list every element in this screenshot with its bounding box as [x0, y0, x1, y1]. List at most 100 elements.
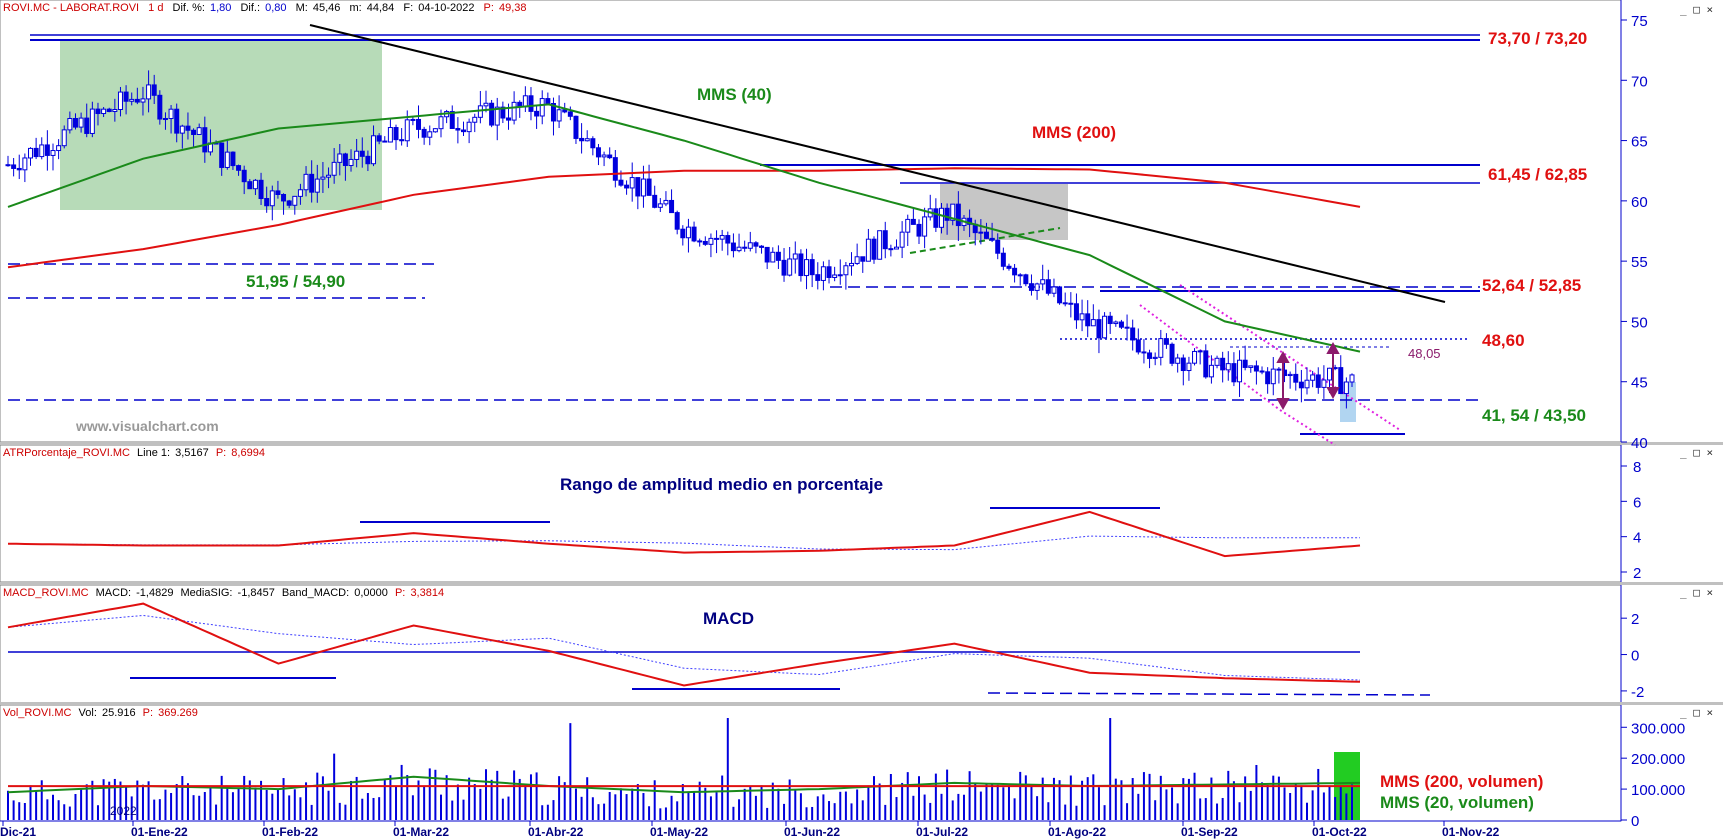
candle — [826, 259, 832, 284]
panel-separator[interactable] — [0, 582, 1723, 585]
macd-panel[interactable] — [0, 584, 1622, 704]
candle — [1231, 352, 1237, 387]
candle — [646, 164, 652, 196]
price-y-axis[interactable]: 75 70 65 60 55 50 45 40 — [1621, 13, 1648, 452]
candle — [528, 87, 534, 121]
panel-separator[interactable] — [0, 442, 1723, 445]
candle — [798, 249, 804, 282]
candle — [983, 222, 989, 240]
candle — [747, 231, 753, 252]
candle — [1102, 312, 1108, 339]
candle — [1248, 365, 1254, 373]
candle — [1349, 373, 1355, 387]
volume-panel[interactable] — [0, 704, 1622, 822]
candle — [781, 248, 787, 282]
price-tick-label: 75 — [1631, 13, 1648, 30]
candle — [269, 185, 275, 221]
candle — [691, 221, 697, 243]
candle — [348, 149, 354, 172]
label-level-52-64: 52,64 / 52,85 — [1482, 276, 1581, 295]
candle — [202, 116, 208, 163]
window-controls[interactable]: _ □ × — [1680, 706, 1713, 719]
candle — [849, 252, 855, 276]
window-controls[interactable]: _ □ × — [1680, 586, 1713, 599]
candle — [1259, 366, 1265, 375]
panel-window-controls[interactable]: _ □ × _ □ × _ □ × _ □ × — [1680, 3, 1713, 719]
candle — [1186, 356, 1192, 381]
candle — [342, 152, 348, 181]
label-mms40: MMS (40) — [697, 85, 772, 104]
window-controls[interactable]: _ □ × — [1680, 3, 1713, 16]
candle — [1012, 264, 1018, 283]
candle — [500, 101, 506, 124]
candle — [331, 148, 337, 184]
candle — [50, 143, 56, 171]
candle — [365, 150, 371, 172]
channel-line-lower-ext — [1279, 409, 1336, 446]
candle — [1287, 371, 1293, 389]
atr-header: ATRPorcentaje_ROVI.MC Line 1: 3,5167 P: … — [3, 447, 265, 459]
candle — [1118, 319, 1124, 330]
candle — [1175, 353, 1181, 373]
candle — [725, 231, 731, 256]
candle — [382, 136, 388, 143]
candle — [815, 262, 821, 290]
candle — [1113, 320, 1119, 327]
candle — [871, 236, 877, 264]
candle — [292, 195, 298, 215]
candle — [241, 165, 247, 195]
candle — [612, 150, 618, 188]
date-tick-label: 01-Oct-22 — [1312, 825, 1367, 839]
candle — [376, 133, 382, 145]
candle — [1034, 282, 1040, 300]
candle — [702, 236, 708, 246]
candle — [472, 113, 478, 133]
atr-y-axis[interactable]: 8 6 4 2 — [1621, 459, 1641, 582]
candle — [1073, 293, 1079, 329]
candle — [1135, 328, 1141, 355]
panel-separator[interactable] — [0, 702, 1723, 705]
candle — [1304, 367, 1310, 395]
candle — [832, 266, 838, 282]
candle — [179, 124, 185, 149]
date-x-axis[interactable]: Dic-21 01-Ene-22 01-Feb-22 01-Mar-22 01-Abr-… — [0, 821, 1500, 839]
macd-title: MACD — [703, 609, 754, 628]
candle — [708, 233, 714, 258]
candle — [1158, 329, 1164, 366]
candle — [477, 90, 483, 124]
label-level-48-60: 48,60 — [1482, 331, 1525, 350]
triangle-zone — [940, 184, 1068, 240]
candle — [72, 113, 78, 130]
candle — [78, 112, 84, 133]
candle — [888, 244, 894, 257]
date-tick-label: Dic-21 — [0, 825, 36, 839]
candle — [1107, 311, 1113, 334]
label-mms200: MMS (200) — [1032, 123, 1116, 142]
candle — [117, 86, 123, 117]
candle — [421, 126, 427, 145]
candle — [258, 172, 264, 206]
date-tick-label: 01-Ago-22 — [1048, 825, 1106, 839]
candle — [410, 116, 416, 126]
candle — [27, 147, 33, 166]
candle — [669, 189, 675, 214]
candle — [905, 214, 911, 246]
candle — [736, 233, 742, 253]
candle — [944, 203, 950, 235]
macd-y-axis[interactable]: 2 0 -2 — [1621, 611, 1644, 701]
candle — [247, 179, 253, 190]
candle — [494, 97, 500, 141]
candle — [252, 178, 258, 196]
candle — [61, 125, 67, 149]
window-controls[interactable]: _ □ × — [1680, 446, 1713, 459]
candle — [67, 111, 73, 134]
candle — [196, 123, 202, 135]
candle — [899, 221, 905, 259]
candle — [950, 203, 956, 226]
candle — [854, 243, 860, 265]
volume-y-axis[interactable]: 300.000 200.000 100.000 0 — [1621, 720, 1685, 830]
atr-panel[interactable] — [0, 444, 1622, 583]
candle — [33, 137, 39, 160]
candle — [573, 115, 579, 144]
candle — [584, 130, 590, 142]
